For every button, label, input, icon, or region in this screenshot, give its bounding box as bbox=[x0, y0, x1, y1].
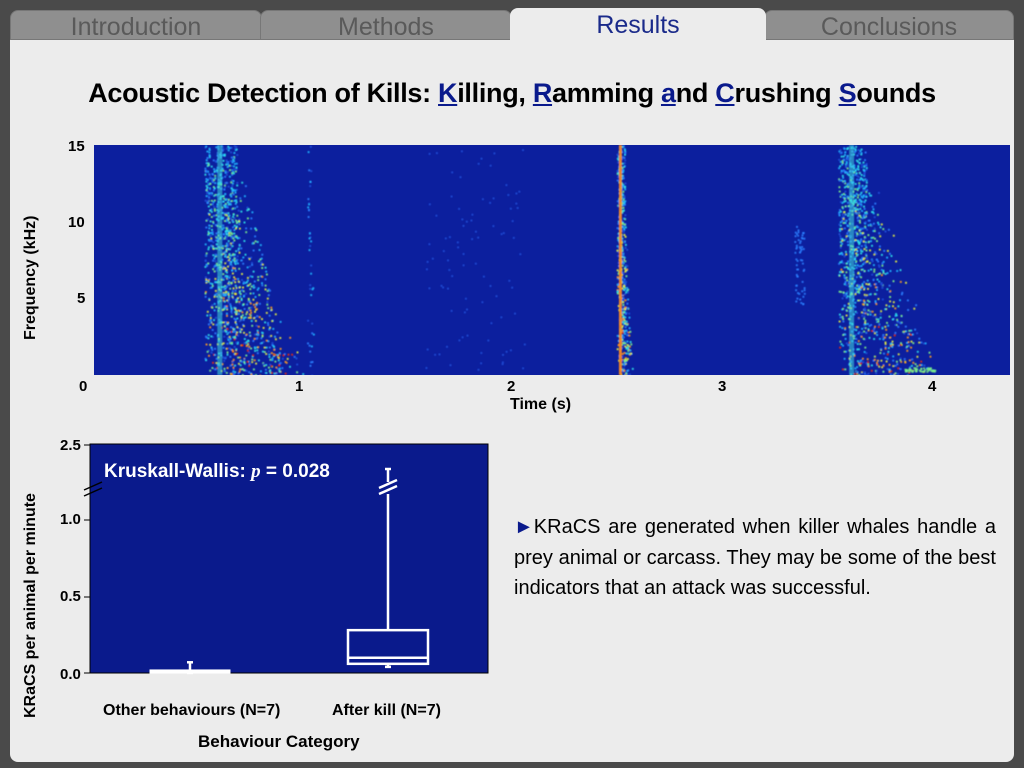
bullet-arrow-icon: ► bbox=[514, 516, 534, 538]
spectrogram-event bbox=[616, 145, 634, 375]
axis-break-mark-1 bbox=[83, 481, 103, 491]
spec-xtick-2: 2 bbox=[507, 378, 516, 395]
slide-title: Acoustic Detection of Kills: Killing, Ra… bbox=[0, 78, 1024, 109]
title-rest-a: nd bbox=[675, 78, 716, 108]
box-iqr bbox=[149, 669, 231, 674]
break-mark-2 bbox=[378, 484, 398, 496]
box-xtick-after-kill: After kill (N=7) bbox=[332, 702, 441, 719]
spectrogram-event bbox=[307, 145, 315, 367]
box-marks bbox=[149, 467, 430, 675]
box-ytick-1-0: 1.0 bbox=[60, 511, 81, 528]
box-iqr bbox=[346, 628, 430, 666]
results-note: ►KRaCS are generated when killer whales … bbox=[514, 512, 996, 604]
tab-conclusions[interactable]: Conclusions bbox=[764, 10, 1014, 41]
boxplot-ylabel: KRaCS per animal per minute bbox=[22, 493, 39, 718]
title-prefix: Acoustic Detection of Kills: bbox=[88, 78, 439, 108]
box-other-behaviours bbox=[149, 661, 231, 675]
tab-introduction[interactable]: Introduction bbox=[10, 10, 262, 41]
spec-ytick-15: 15 bbox=[68, 138, 85, 155]
title-rest-k: illing, bbox=[457, 78, 533, 108]
y-axis-break bbox=[83, 481, 103, 497]
box-ytick-2-5: 2.5 bbox=[60, 437, 81, 454]
title-rest-c: rushing bbox=[734, 78, 839, 108]
break-mark-1 bbox=[378, 478, 398, 490]
annotation: Kruskall-Wallis: p = 0.028 bbox=[104, 461, 330, 482]
box-ytick-0-0: 0.0 bbox=[60, 666, 81, 683]
title-hl-c: C bbox=[715, 78, 735, 108]
spectrogram-energy bbox=[204, 145, 937, 375]
spec-xtick-4: 4 bbox=[928, 378, 937, 395]
title-hl-a: a bbox=[660, 78, 676, 108]
annotation-suffix: = 0.028 bbox=[261, 461, 330, 482]
axis-break-mark-2 bbox=[83, 487, 103, 497]
spectrogram bbox=[94, 145, 1010, 375]
title-hl-s: S bbox=[838, 78, 857, 108]
spec-xtick-1: 1 bbox=[295, 378, 304, 395]
spectrogram-ylabel: Frequency (kHz) bbox=[22, 215, 39, 340]
boxplot-area bbox=[89, 443, 489, 674]
tab-bar: Introduction Methods Results Conclusions bbox=[10, 8, 1014, 44]
boxplot-xlabel: Behaviour Category bbox=[198, 732, 360, 751]
title-rest-r: amming bbox=[552, 78, 661, 108]
box-ytick-0-5: 0.5 bbox=[60, 588, 81, 605]
spectrogram-event bbox=[204, 145, 305, 375]
annotation-p: p bbox=[249, 461, 261, 482]
y-axis-ticks bbox=[84, 444, 90, 674]
boxplot: Kruskall-Wallis: p = 0.028 bbox=[83, 443, 489, 675]
box-xtick-other: Other behaviours (N=7) bbox=[103, 702, 281, 719]
annotation-prefix: Kruskall-Wallis: bbox=[104, 461, 251, 482]
spectrogram-background bbox=[94, 145, 1010, 375]
spec-ytick-10: 10 bbox=[68, 214, 85, 231]
spec-ytick-5: 5 bbox=[77, 290, 86, 307]
box-after-kill bbox=[346, 467, 430, 669]
spec-xtick-0: 0 bbox=[79, 378, 88, 395]
tab-methods[interactable]: Methods bbox=[260, 10, 512, 41]
spectrogram-xlabel: Time (s) bbox=[510, 396, 572, 413]
spec-xtick-3: 3 bbox=[718, 378, 727, 395]
tab-results[interactable]: Results bbox=[510, 8, 766, 44]
title-rest-s: ounds bbox=[856, 78, 936, 108]
title-hl-r: R bbox=[532, 78, 553, 108]
spectrogram-event bbox=[838, 145, 935, 375]
note-text: KRaCS are generated when killer whales h… bbox=[514, 516, 996, 599]
title-hl-k: K bbox=[438, 78, 458, 108]
